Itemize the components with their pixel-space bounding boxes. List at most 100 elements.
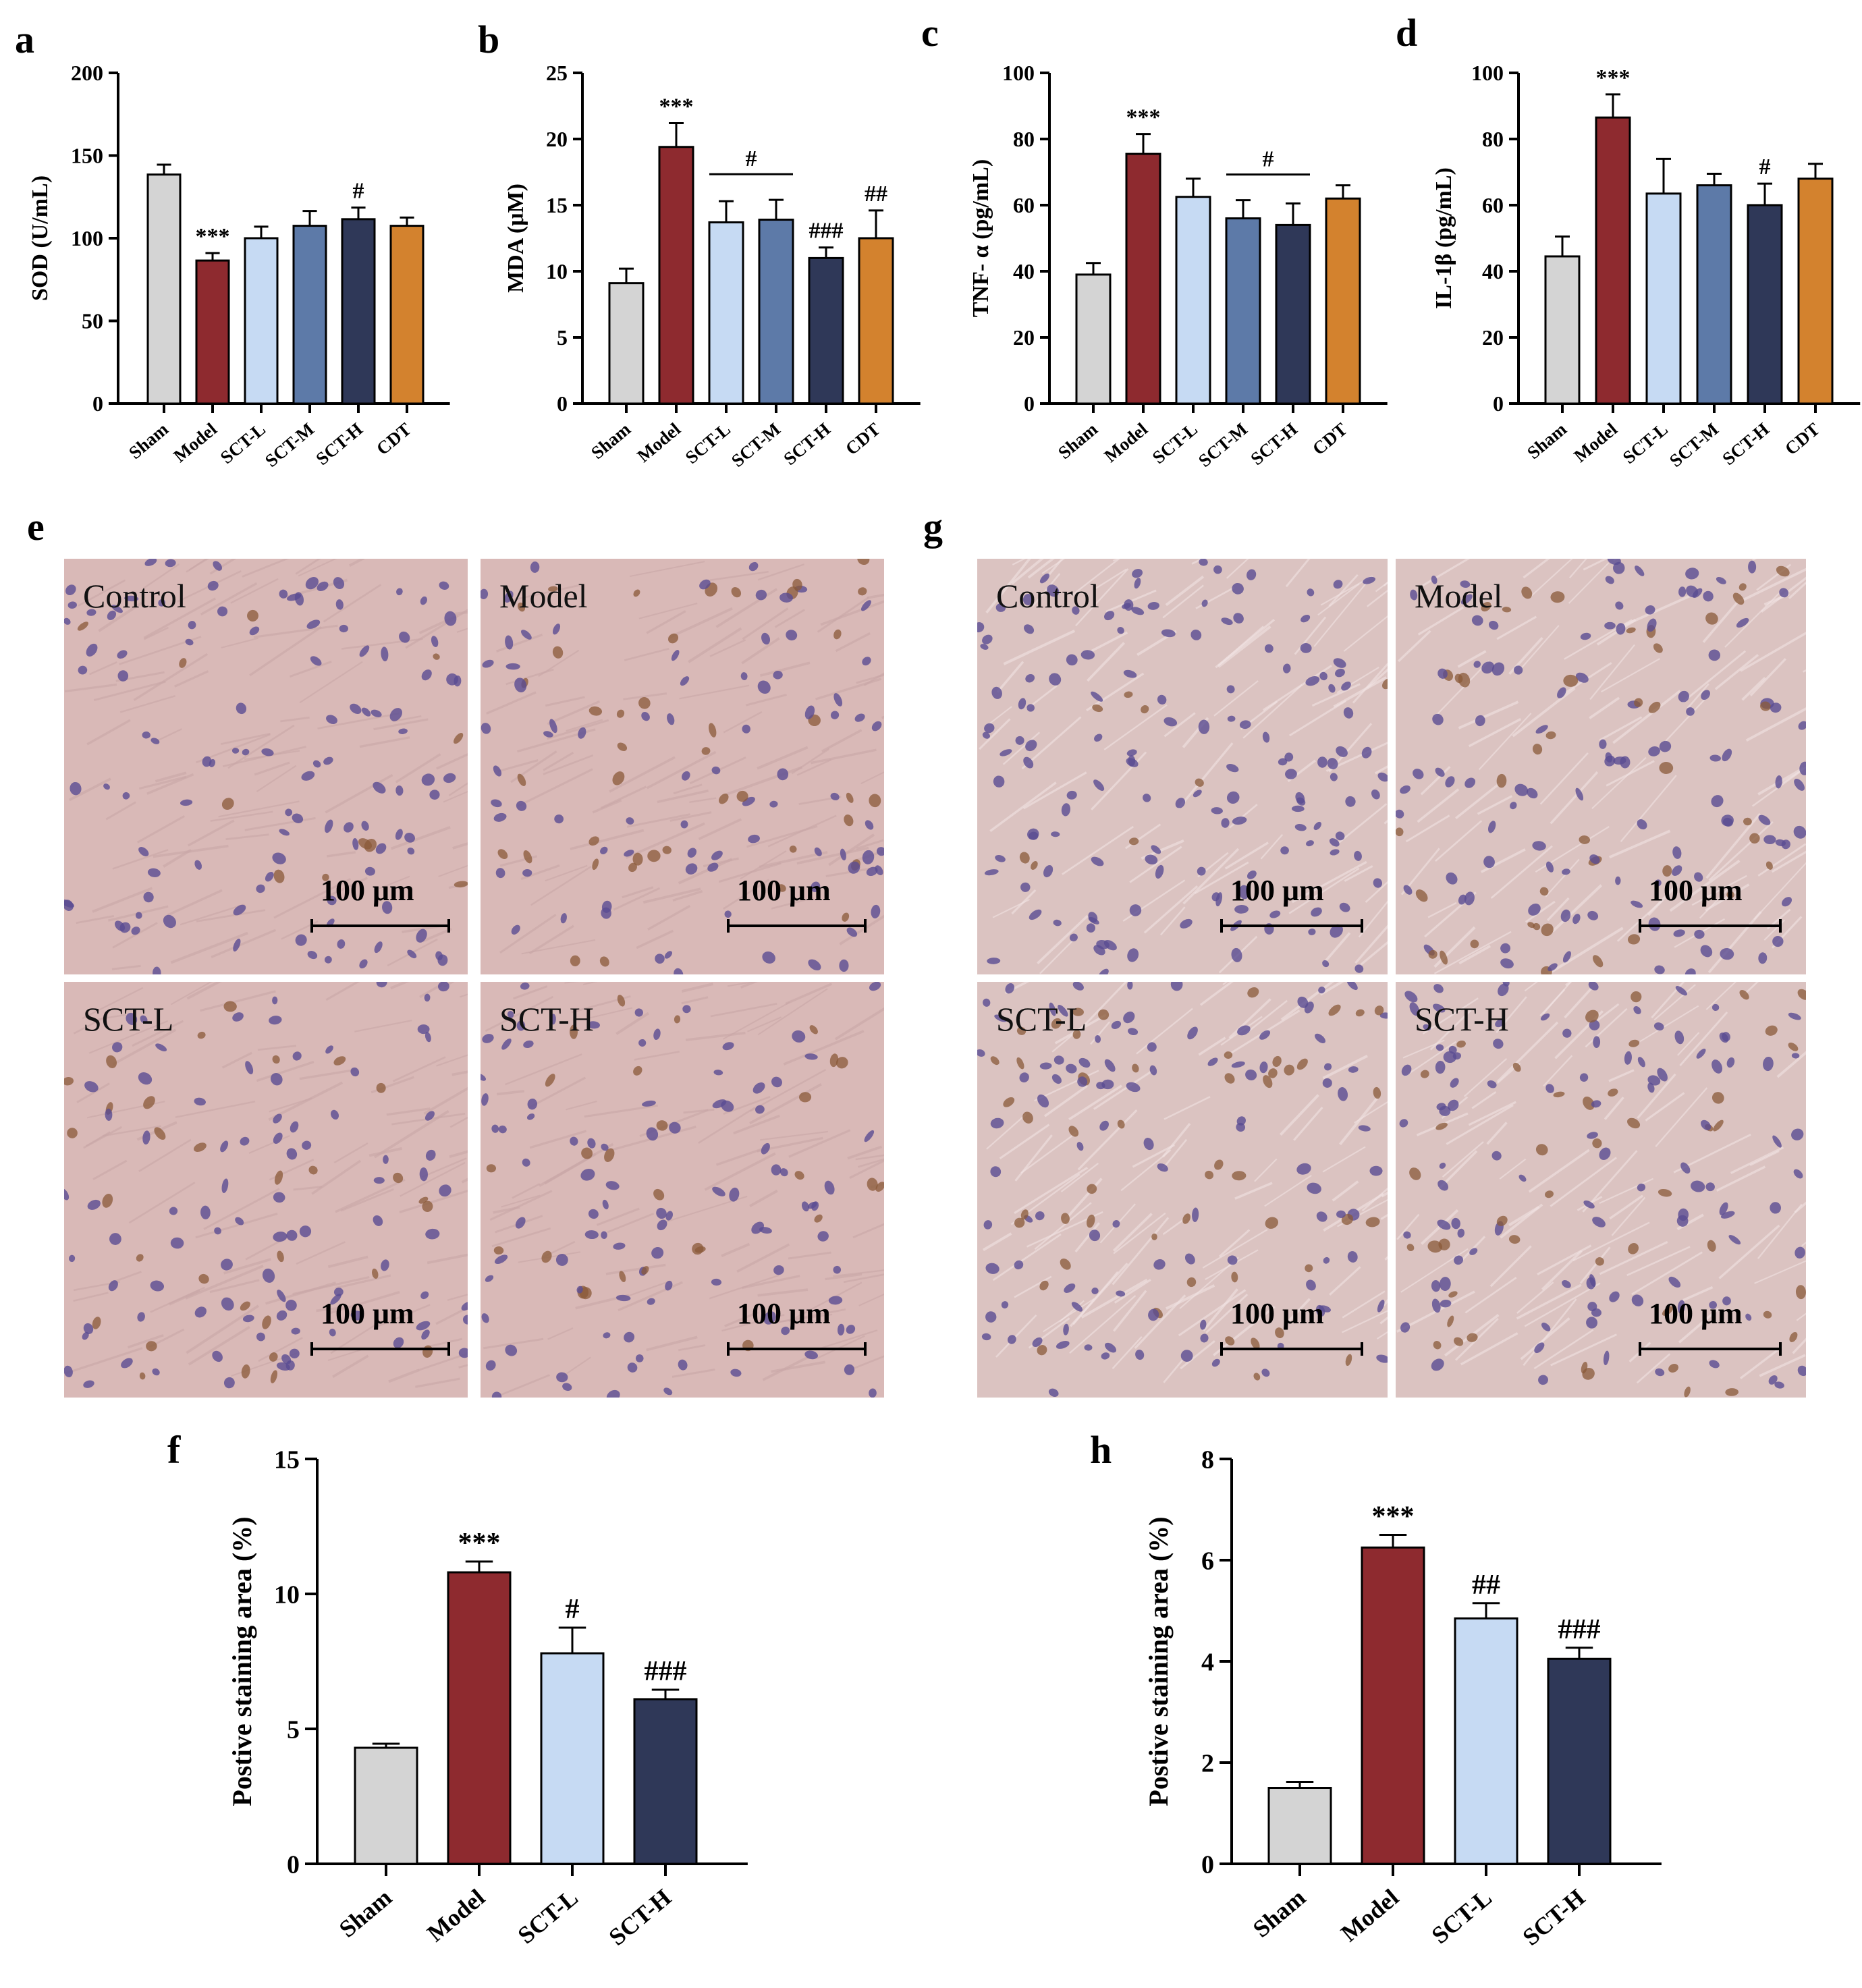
micrograph-label: Model [499,577,588,615]
y-tick-label: 60 [1482,193,1504,217]
scale-bar-label: 100 μm [321,1297,414,1330]
bar-sham [1075,273,1112,405]
category-label: CDT [1309,419,1351,460]
y-tick-label: 40 [1482,259,1504,283]
bar-sct-h [341,218,376,405]
significance-label: *** [196,224,230,249]
y-tick-label: 5 [557,325,568,350]
bar-sct-l [708,221,744,405]
bar-sct-h [1747,204,1783,405]
y-axis-label: Postive staining area (%) [1143,1516,1174,1806]
chart-staining-e: 0 5 10 15 Postive staining area (%) Sham Model… [227,1445,748,1951]
panel-letter-b: b [478,18,500,61]
bar-sham [354,1746,418,1865]
scale-bar [1220,1342,1363,1356]
category-label: SCT-M [261,419,318,471]
category-label: CDT [842,419,884,460]
y-tick-label: 8 [1201,1445,1214,1474]
category-label: SCT-L [682,419,734,468]
y-tick-label: 5 [287,1715,300,1744]
bar-sct-h [1275,223,1311,405]
bar-sct-l [244,237,279,405]
y-tick-label: 60 [1013,193,1035,217]
bar-sct-h [808,256,844,405]
scale-bar [727,919,867,933]
y-tick-label: 100 [1471,61,1504,85]
significance-label: *** [1596,65,1631,90]
bar-sham [146,173,182,405]
category-label: SCT-H [1718,419,1773,469]
category-label: SCT-L [1619,419,1672,468]
category-label: Sham [1248,1883,1311,1942]
category-label: SCT-M [728,419,784,471]
y-axis-label: IL-1β (pg/mL) [1431,167,1456,309]
scale-bar [1220,919,1363,933]
micrograph-tile-sct-l: SCT-L 100 μm [64,982,468,1398]
significance-label: # [353,179,364,204]
y-tick-label: 200 [71,61,103,85]
category-label: SCT-L [217,419,269,468]
category-label: Model [422,1883,490,1947]
category-label: Model [1100,418,1151,466]
scale-bar-label: 100 μm [737,874,831,907]
scale-bar [310,919,450,933]
significance-label: ### [645,1656,687,1687]
scale-bar-label: 100 μm [1649,874,1743,907]
micrograph-tile-model: Model 100 μm [1396,559,1806,974]
y-tick-label: 4 [1201,1648,1214,1676]
tissue-texture-icon [977,559,1388,974]
tissue-texture-icon [64,559,468,974]
significance-label: ### [809,219,844,244]
y-tick-label: 15 [274,1445,300,1474]
category-label: SCT-L [1427,1883,1497,1949]
y-tick-label: 20 [546,127,568,151]
significance-label: # [1759,155,1771,180]
y-tick-label: 150 [71,144,103,168]
chart-il1b: 0 20 40 60 80 100 IL-1β (pg/mL) Sham Model *** SCT… [1431,61,1861,471]
category-label: SCT-H [312,419,366,469]
bar-sct-l [540,1652,605,1865]
panel-letter-f: f [167,1428,181,1472]
significance-label: ### [1558,1614,1601,1645]
significance-label: *** [1126,105,1161,130]
category-label: Model [1336,1883,1404,1947]
category-label: SCT-H [779,419,834,469]
bar-sham [1544,255,1581,405]
bar-sct-h [1547,1657,1612,1865]
significance-label: ## [1472,1570,1500,1601]
significance-label: *** [458,1528,501,1559]
y-tick-label: 100 [71,226,103,250]
y-axis-label: SOD (U/mL) [28,175,53,301]
scale-bar [1639,1342,1782,1356]
tissue-texture-icon [977,982,1388,1397]
scale-bar-label: 100 μm [1230,1297,1324,1330]
bar-model [658,146,694,405]
y-tick-label: 80 [1482,127,1504,151]
y-tick-label: 6 [1201,1547,1214,1575]
category-label: Model [633,418,684,466]
category-label: Sham [1054,418,1101,463]
y-tick-label: 0 [557,391,568,416]
bracket-label: # [1263,147,1274,172]
panel-letter-d: d [1396,11,1418,55]
scale-bar-label: 100 μm [321,874,414,907]
category-label: SCT-H [603,1883,676,1950]
y-tick-label: 40 [1013,259,1035,283]
bar-model [447,1571,512,1865]
bar-cdt [1797,177,1834,405]
micrograph-label: SCT-H [1415,1000,1509,1038]
category-label: Sham [587,418,634,463]
micrograph-label: SCT-H [499,1000,594,1038]
category-label: SCT-H [1517,1883,1589,1950]
micrograph-tile-control: Control 100 μm [64,559,468,974]
bar-cdt [1325,197,1361,405]
tissue-texture-icon [64,982,468,1389]
y-tick-label: 0 [1024,391,1035,416]
y-tick-label: 20 [1482,325,1504,350]
bar-sham [608,282,645,405]
y-tick-label: 80 [1013,127,1035,151]
y-tick-label: 50 [82,309,103,333]
